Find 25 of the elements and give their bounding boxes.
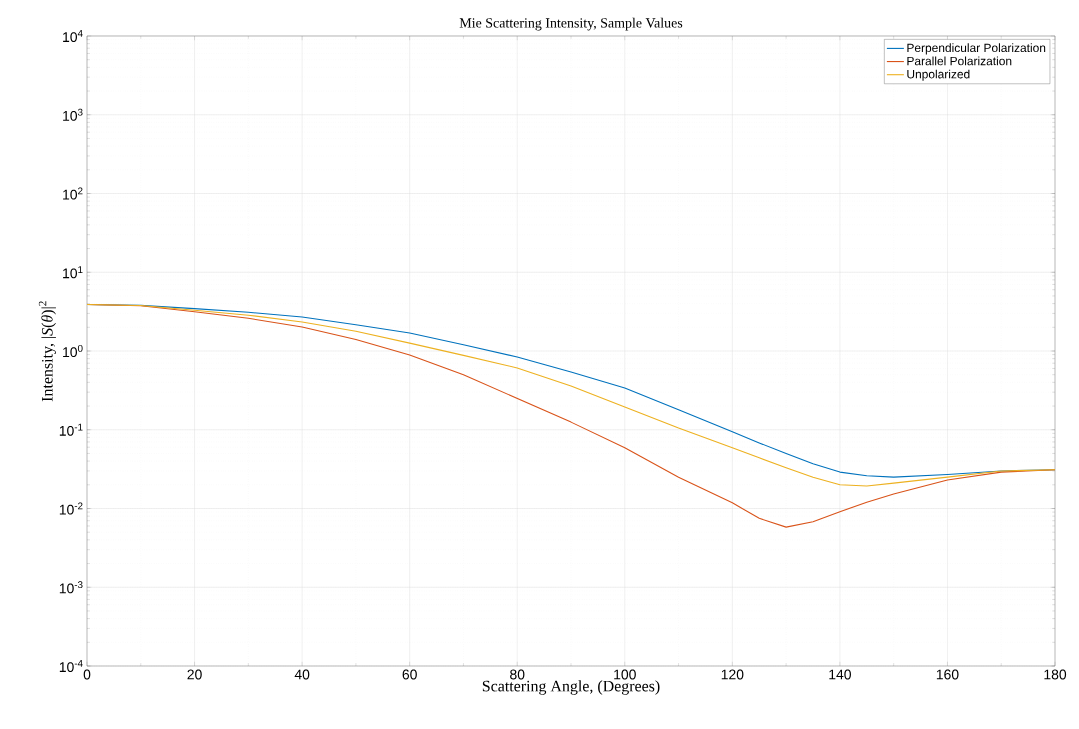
y-tick-label: 10$^{2}$ — [63, 187, 83, 200]
y-tick-label: 10$^{1}$ — [63, 266, 83, 279]
y-tick-label: 10$^{-4}$ — [59, 659, 83, 673]
x-tick-label: 140 — [829, 669, 851, 680]
y-tick-label: 10$^{-2}$ — [59, 502, 83, 515]
x-tick-label: 180 — [1044, 669, 1067, 680]
x-tick-label: 100 — [614, 669, 636, 680]
x-tick-label: 160 — [936, 669, 959, 680]
x-axis-title: Scattering Angle, (Degrees) — [482, 680, 660, 695]
y-tick-label: 10$^{-1}$ — [59, 423, 83, 436]
chart-title: Mie Scattering Intensity, Sample Values — [459, 17, 683, 31]
legend-label: Perpendicular Polarization — [907, 43, 1046, 55]
x-tick-label: 80 — [510, 669, 525, 680]
y-axis-title: Intensity, |S(θ)|$^{2}$ — [38, 301, 56, 402]
legend-label: Unpolarized — [907, 69, 970, 81]
x-tick-label: 120 — [721, 669, 744, 680]
legend-label: Parallel Polarization — [907, 56, 1012, 66]
y-tick-label: 10$^{-3}$ — [59, 581, 83, 594]
y-tick-label: 10$^{0}$ — [63, 344, 83, 358]
x-tick-label: 0 — [83, 669, 91, 680]
y-tick-label: 10$^{4}$ — [63, 29, 83, 43]
x-tick-label: 60 — [402, 669, 417, 680]
x-tick-label: 20 — [187, 669, 202, 680]
y-tick-label: 10$^{3}$ — [63, 108, 83, 121]
x-tick-label: 40 — [294, 669, 310, 680]
